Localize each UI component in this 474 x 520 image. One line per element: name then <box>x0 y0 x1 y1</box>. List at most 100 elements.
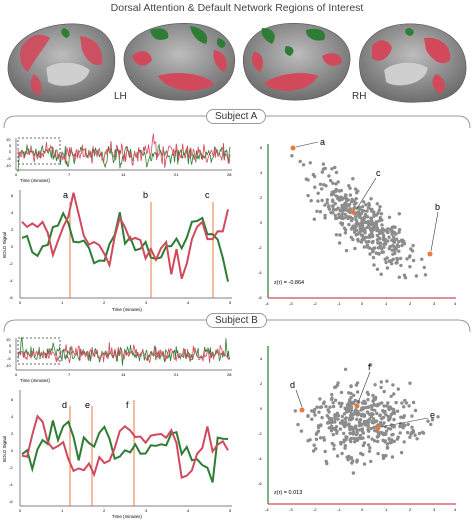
x-axis-label: Time (minutes) <box>112 307 142 312</box>
scatter-point <box>382 245 386 249</box>
scatter-point <box>385 379 389 383</box>
scatter-point <box>336 413 341 418</box>
scatter-point <box>374 251 378 255</box>
scatter-point <box>359 451 363 456</box>
scatter-point <box>383 241 387 245</box>
x-tick: 2 <box>409 507 412 512</box>
scatter-point <box>351 237 355 242</box>
scatter-point <box>373 408 377 413</box>
scatter-point <box>361 431 365 435</box>
scatter-point <box>376 434 381 438</box>
scatter-point <box>360 233 365 238</box>
scatter-point <box>370 437 374 441</box>
subject-b-panels: 10 5 0 -5 -10 0 7 14 21 28 Time (minutes… <box>2 337 457 519</box>
scatter-point <box>391 257 395 261</box>
y-tick: -2 <box>9 465 13 470</box>
scatter-point <box>389 427 393 431</box>
scatter-point <box>323 213 327 218</box>
scatter-point <box>398 431 402 435</box>
scatter-point <box>353 246 357 251</box>
scatter-point <box>420 257 424 261</box>
point-label: c <box>376 168 381 178</box>
scatter-point <box>402 273 407 277</box>
scatter-point <box>368 363 373 367</box>
scatter-point <box>322 400 326 404</box>
scatter-point <box>344 438 348 442</box>
scatter-point <box>339 442 343 446</box>
scatter-point <box>361 436 365 440</box>
y-tick: -2 <box>9 261 13 266</box>
scatter-point <box>372 421 376 425</box>
scatter-point <box>298 159 302 164</box>
scatter-point <box>334 182 338 186</box>
scatter-point <box>400 401 404 405</box>
scatter-point <box>325 198 329 202</box>
scatter-point <box>380 401 384 405</box>
scatter-point <box>384 429 389 433</box>
scatter-point <box>331 204 335 209</box>
x-tick: 3 <box>433 507 436 512</box>
scatter-point <box>313 185 317 189</box>
y-tick: 0 <box>11 448 14 453</box>
scatter-point <box>409 432 413 436</box>
scatter-point <box>395 409 400 413</box>
subject-a-overview-plot: 10 5 0 -5 -10 0 7 14 21 28 Time (minutes… <box>5 133 232 183</box>
scatter-point <box>396 387 400 391</box>
scatter-point <box>371 255 376 260</box>
scatter-point <box>363 229 367 233</box>
scatter-point <box>346 458 350 462</box>
scatter-point <box>340 203 344 207</box>
y-tick: 6 <box>11 193 14 198</box>
scatter-point <box>320 170 324 174</box>
scatter-point <box>356 211 360 216</box>
x-axis-label: Time (minutes) <box>20 378 50 383</box>
scatter-point <box>373 429 377 433</box>
scatter-point <box>360 205 365 209</box>
scatter-point <box>315 405 319 409</box>
scatter-point <box>408 265 412 269</box>
scatter-point <box>338 421 343 425</box>
scatter-point <box>342 226 347 230</box>
highlight-point-c <box>350 209 356 215</box>
scatter-point <box>401 238 405 242</box>
scatter-point <box>369 414 374 419</box>
scatter-point <box>383 257 387 261</box>
y-tick: -6 <box>9 499 13 504</box>
scatter-point <box>340 414 344 419</box>
scatter-point <box>408 381 412 385</box>
scatter-point <box>340 208 344 213</box>
scatter-point <box>402 440 406 444</box>
x-tick: -2 <box>313 507 317 512</box>
figure-title: Dorsal Attention & Default Network Regio… <box>110 2 364 14</box>
scatter-point <box>349 417 353 422</box>
scatter-point <box>344 416 348 420</box>
scatter-point <box>338 427 343 431</box>
scatter-point <box>390 455 395 459</box>
scatter-point <box>387 406 391 410</box>
scatter-point <box>383 439 387 443</box>
scatter-point <box>374 395 378 400</box>
y-tick: 10 <box>6 137 11 142</box>
scatter-point <box>356 239 360 243</box>
scatter-point <box>314 437 319 441</box>
scatter-point <box>370 412 374 416</box>
scatter-point <box>316 191 320 195</box>
scatter-point <box>337 198 342 202</box>
scatter-point <box>362 441 367 445</box>
subject-a-label: Subject A <box>206 109 267 124</box>
scatter-point <box>345 455 349 459</box>
scatter-point <box>401 426 405 430</box>
scatter-point <box>333 385 337 389</box>
scatter-point <box>334 170 339 175</box>
scatter-point <box>363 220 368 225</box>
scatter-point <box>369 426 373 431</box>
scatter-point <box>411 258 416 263</box>
scatter-point <box>378 244 383 248</box>
scatter-point <box>387 215 392 219</box>
scatter-point <box>390 229 394 234</box>
scatter-point <box>392 230 397 235</box>
x-tick: 1 <box>61 508 64 513</box>
point-label: e <box>430 410 435 420</box>
scatter-point <box>348 427 352 432</box>
x-tick: 28 <box>227 372 232 377</box>
